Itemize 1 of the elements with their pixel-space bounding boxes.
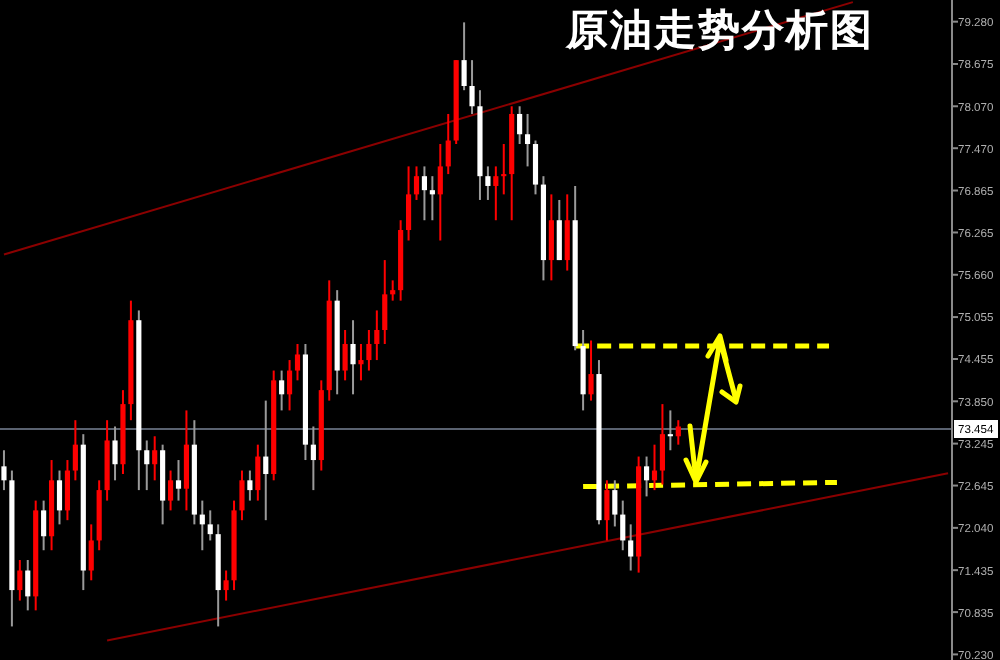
chart-title: 原油走势分析图: [564, 4, 874, 54]
